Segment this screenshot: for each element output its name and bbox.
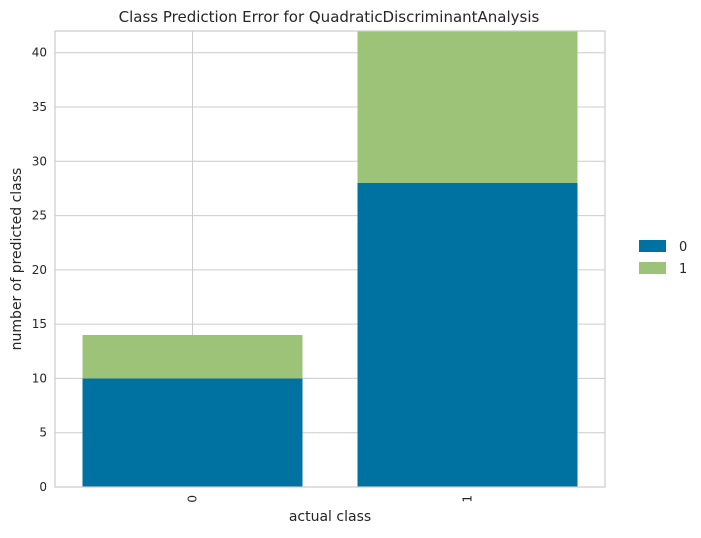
y-tick-label: 5 <box>39 426 47 440</box>
bar-actual-1-predicted-0 <box>357 183 578 487</box>
y-tick-label: 25 <box>32 209 47 223</box>
y-tick-label: 20 <box>32 263 47 277</box>
y-tick-labels: 0 5 10 15 20 25 30 35 40 <box>32 46 47 494</box>
y-tick-label: 35 <box>32 100 47 114</box>
y-axis-label: number of predicted class <box>9 168 25 351</box>
bar-actual-0-predicted-1 <box>82 335 303 379</box>
y-tick-label: 30 <box>32 154 47 168</box>
x-axis-label: actual class <box>289 509 371 525</box>
y-tick-label: 0 <box>39 480 47 494</box>
plot-frame <box>54 30 606 488</box>
legend-swatch <box>639 240 666 252</box>
legend-label: 0 <box>679 240 687 255</box>
bars-layer <box>82 31 578 487</box>
x-tick-label: 1 <box>461 495 475 503</box>
chart-title: Class Prediction Error for QuadraticDisc… <box>119 8 540 26</box>
legend-swatch <box>639 262 666 274</box>
bar-actual-1-predicted-1 <box>357 31 578 183</box>
bar-actual-0-predicted-0 <box>82 378 303 487</box>
y-tick-label: 10 <box>32 371 47 385</box>
x-tick-label: 0 <box>186 495 200 503</box>
legend-label: 1 <box>679 262 687 277</box>
legend: 01 <box>639 240 687 277</box>
y-tick-label: 15 <box>32 317 47 331</box>
y-tick-label: 40 <box>32 46 47 60</box>
